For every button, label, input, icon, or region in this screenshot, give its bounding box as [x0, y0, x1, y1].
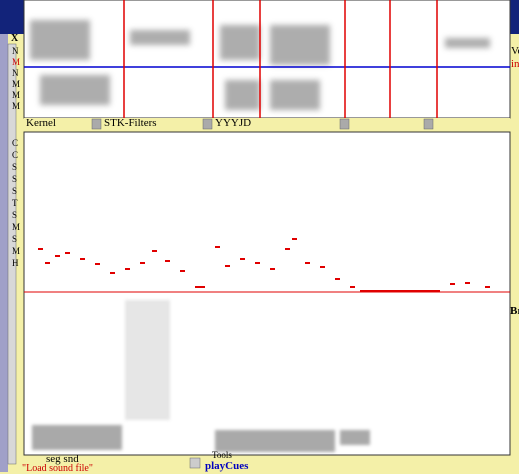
sidebar-letter[interactable]: S: [12, 234, 18, 244]
sidebar-letter[interactable]: M: [12, 79, 21, 89]
sidebar-letter[interactable]: S: [12, 174, 18, 184]
sidebar-letter[interactable]: C: [12, 150, 19, 160]
sidebar-letter[interactable]: M: [12, 246, 21, 256]
tab[interactable]: YYYJD: [215, 117, 252, 129]
sidebar-letter[interactable]: T: [12, 198, 18, 208]
edge-text: in: [511, 58, 519, 70]
sidebar-letter[interactable]: S: [12, 210, 18, 220]
sidebar-letter[interactable]: S: [12, 162, 18, 172]
sidebar-letter[interactable]: S: [12, 186, 18, 196]
cue-button[interactable]: playCues: [205, 460, 249, 472]
edge-text: Vo: [511, 45, 519, 57]
sidebar-letter[interactable]: M: [12, 90, 21, 100]
sidebar-letter[interactable]: C: [12, 138, 19, 148]
sidebar-letter[interactable]: M: [12, 222, 21, 232]
tool-label: Tools: [212, 450, 232, 460]
close-button[interactable]: X: [11, 33, 19, 44]
tab[interactable]: Kernel: [26, 117, 56, 129]
sidebar-letter[interactable]: N: [12, 46, 19, 56]
sidebar-letter[interactable]: M: [12, 57, 21, 67]
sidebar-letter[interactable]: H: [12, 258, 19, 268]
status-text: "Load sound file": [22, 463, 93, 474]
sidebar-letter[interactable]: M: [12, 101, 21, 111]
tab[interactable]: STK-Filters: [104, 117, 157, 129]
segment-label: seg snd: [46, 453, 79, 465]
sidebar-letter[interactable]: N: [12, 68, 19, 78]
edge-text: Br: [510, 305, 519, 317]
